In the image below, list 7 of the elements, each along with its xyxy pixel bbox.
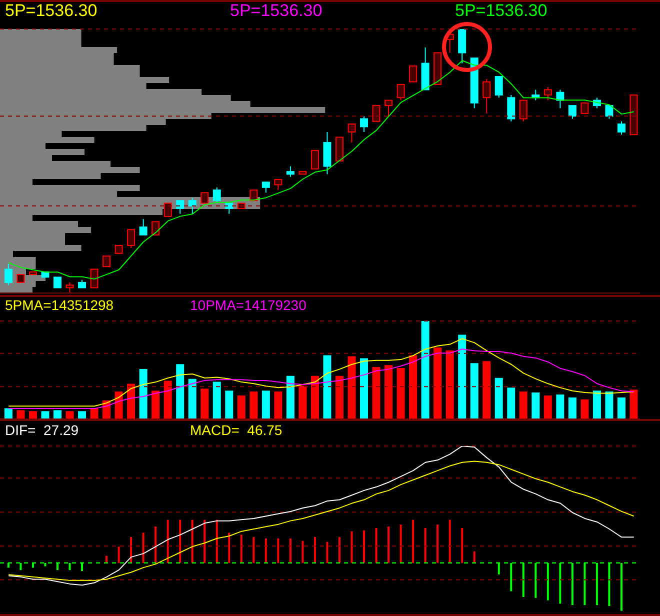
- text: 5P=1536.30: [455, 1, 548, 20]
- text: 5PMA=14351298: [5, 297, 114, 313]
- text: 10PMA=14179230: [190, 297, 306, 313]
- text: 5P=1536.30: [5, 1, 98, 20]
- text: DIF= 27.29: [5, 422, 79, 438]
- text: 5P=1536.30: [230, 1, 322, 20]
- text: MACD= 46.75: [190, 422, 282, 438]
